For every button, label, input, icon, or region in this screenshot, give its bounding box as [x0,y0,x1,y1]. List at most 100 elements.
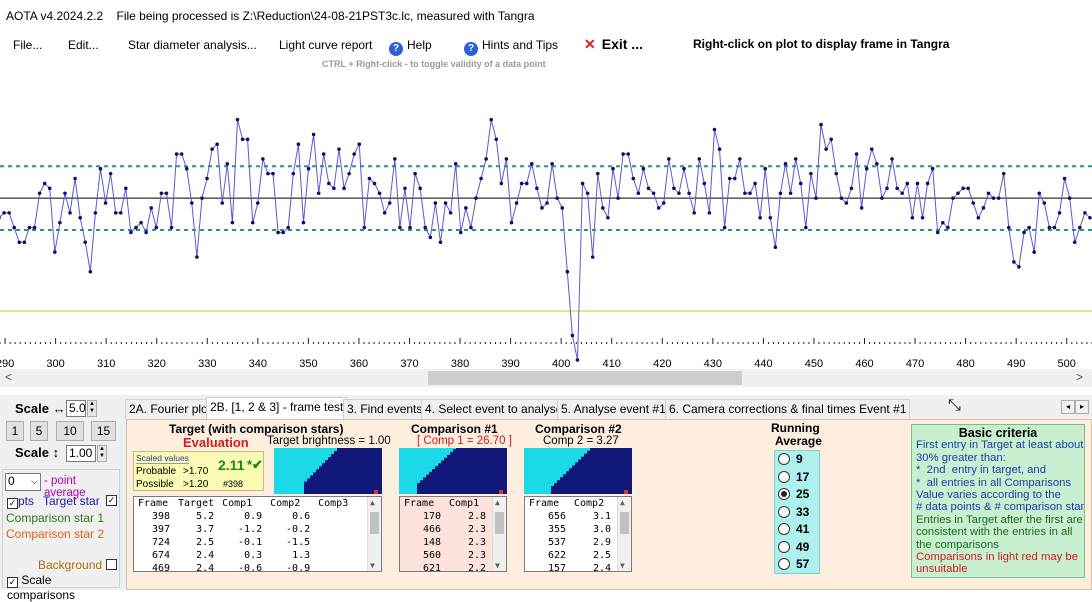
data-point[interactable] [377,191,382,196]
data-point[interactable] [697,157,702,161]
scale-button-5[interactable]: 5 [30,421,48,441]
data-point[interactable] [245,137,250,142]
data-point[interactable] [783,162,788,166]
table-row[interactable]: 157 2.4 [525,562,615,575]
data-point[interactable] [1027,225,1031,230]
data-point[interactable] [844,201,849,205]
data-point[interactable] [956,191,960,196]
data-point[interactable] [971,201,976,205]
data-point[interactable] [981,206,986,210]
data-point[interactable] [190,201,194,205]
data-point[interactable] [347,171,351,176]
data-point[interactable] [78,215,82,220]
data-point[interactable] [682,166,686,171]
data-point[interactable] [809,171,813,176]
data-point[interactable] [413,171,417,176]
data-point[interactable] [672,186,676,191]
data-point[interactable] [428,235,433,240]
data-point[interactable] [976,215,981,220]
data-point[interactable] [27,225,32,230]
data-point[interactable] [63,191,67,196]
data-point[interactable] [169,225,174,230]
data-point[interactable] [453,162,458,166]
data-point[interactable] [474,196,478,200]
data-point[interactable] [529,162,534,166]
data-point[interactable] [753,181,757,186]
data-point[interactable] [748,191,752,196]
data-point[interactable] [469,225,473,230]
data-point[interactable] [205,176,209,181]
data-point[interactable] [489,117,494,122]
data-point[interactable] [316,191,321,196]
data-point[interactable] [1052,225,1057,230]
data-point[interactable] [504,157,509,161]
data-point[interactable] [885,186,889,191]
data-point[interactable] [195,255,199,259]
scale-horizontal-input[interactable]: 5.0 [66,400,86,417]
data-point[interactable] [606,215,610,220]
target-star-checkbox[interactable]: ✓ [106,495,117,506]
data-point[interactable] [798,181,803,186]
data-point[interactable] [966,186,970,191]
data-point[interactable] [793,157,798,161]
data-point[interactable] [941,220,945,225]
data-point[interactable] [494,137,499,142]
radio-button[interactable] [778,523,790,535]
scroll-left-icon[interactable]: < [5,370,13,384]
data-point[interactable] [854,152,859,156]
data-point[interactable] [93,211,98,215]
data-point[interactable] [555,196,559,200]
data-point[interactable] [1042,201,1047,205]
data-point[interactable] [550,162,554,166]
scale-vertical-spinner[interactable]: ▲ ▼ [97,445,107,462]
data-point[interactable] [281,230,285,235]
scale-button-10[interactable]: 10 [56,421,84,441]
radio-button[interactable] [778,505,790,518]
radio-button[interactable] [778,470,790,483]
data-point[interactable] [398,225,402,230]
tab-fourier-plot[interactable]: 2A. Fourier plot [125,399,216,419]
data-point[interactable] [1088,215,1092,220]
data-point[interactable] [743,191,747,196]
data-point[interactable] [1067,196,1072,200]
data-point[interactable] [499,181,504,186]
data-point[interactable] [296,142,301,147]
menu-light-curve-report[interactable]: Light curve report [279,38,373,52]
data-point[interactable] [408,225,412,230]
data-point[interactable] [12,225,17,230]
data-point[interactable] [418,186,422,191]
data-point[interactable] [661,201,666,205]
data-point[interactable] [433,201,438,205]
data-point[interactable] [727,176,732,181]
tab-frame-test[interactable]: 2B. [1, 2 & 3] - frame test [206,397,348,419]
data-point[interactable] [332,186,336,191]
data-point[interactable] [829,137,833,142]
data-point[interactable] [1072,240,1077,245]
background-label[interactable]: Background [38,558,103,572]
data-point[interactable] [1032,250,1036,254]
data-point[interactable] [545,201,549,205]
data-point[interactable] [986,191,991,196]
data-point[interactable] [849,186,854,191]
data-point[interactable] [22,240,27,245]
data-point[interactable] [1037,191,1042,196]
data-point[interactable] [149,206,154,210]
data-point[interactable] [778,191,783,196]
data-point[interactable] [438,240,443,245]
data-point[interactable] [540,206,544,210]
data-point[interactable] [382,211,387,215]
data-point[interactable] [367,176,372,181]
data-point[interactable] [235,117,240,122]
data-point[interactable] [301,220,306,225]
data-point[interactable] [129,230,133,235]
data-point[interactable] [98,166,103,171]
data-point[interactable] [1078,225,1082,230]
tab-camera-corrections[interactable]: 6. Camera corrections & final times Even… [665,399,911,419]
table-row[interactable]: 469 2.4 -0.6 -0.9 [134,562,354,575]
data-point[interactable] [925,181,930,186]
scale-vertical-input[interactable]: 1.00 [66,445,96,462]
pts-checkbox[interactable]: ✓ pts [7,494,35,509]
menu-exit[interactable]: ✕ Exit ... [584,36,643,52]
scroll-right-icon[interactable]: > [1076,370,1084,384]
data-point[interactable] [73,176,77,181]
